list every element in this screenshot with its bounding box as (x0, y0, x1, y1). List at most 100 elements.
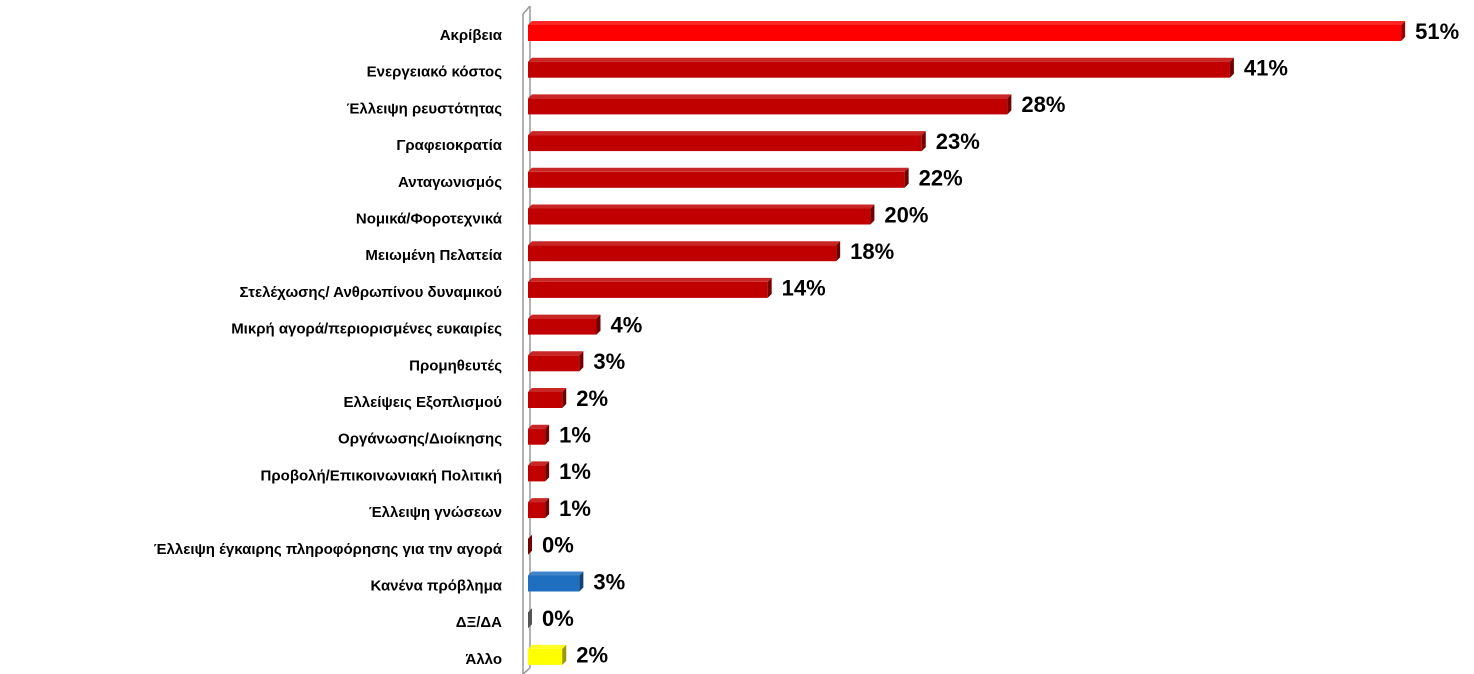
bar-side (545, 461, 550, 482)
bar-side (1007, 94, 1012, 115)
value-label: 14% (782, 276, 826, 301)
category-label: Στελέχωσης/ Ανθρωπίνου δυναμικού (240, 284, 503, 301)
bar (528, 498, 550, 519)
bar-top (528, 131, 926, 136)
bar-top (528, 314, 601, 319)
value-label: 3% (593, 349, 625, 374)
bar (528, 571, 584, 592)
category-label: Ακρίβεια (440, 27, 503, 44)
bar (528, 644, 567, 665)
value-label: 3% (593, 569, 625, 594)
category-label: Έλλειψη γνώσεων (369, 504, 502, 521)
value-label: 18% (850, 239, 894, 264)
bar-front (528, 465, 546, 482)
bar-top (528, 21, 1406, 25)
bar-top (528, 351, 584, 356)
bar-front (528, 171, 905, 188)
bar-side (767, 277, 772, 298)
bar-top (528, 461, 550, 466)
value-label: 1% (559, 459, 591, 484)
bar (528, 241, 841, 262)
value-label: 20% (884, 202, 928, 227)
bar-side (870, 204, 875, 225)
bar-front (528, 25, 1402, 41)
bar-top (528, 167, 909, 172)
bar-top (528, 241, 841, 246)
bar-side (562, 644, 567, 665)
bar-side (579, 571, 584, 592)
bar-side (562, 388, 567, 408)
value-label: 2% (576, 643, 608, 668)
category-label: Έλλειψη ρευστότητας (347, 100, 503, 117)
category-label: Οργάνωσης/Διοίκησης (338, 431, 502, 448)
value-label: 28% (1021, 92, 1065, 117)
bar-top (528, 388, 567, 392)
bar-top (528, 277, 772, 282)
bar-side (545, 498, 550, 519)
value-label: 41% (1244, 56, 1288, 81)
bar-side (528, 534, 532, 555)
value-label: 23% (936, 129, 980, 154)
value-label: 51% (1415, 19, 1459, 44)
bar-side (1401, 21, 1406, 41)
bar-top (528, 644, 567, 649)
value-label: 4% (610, 312, 642, 337)
value-label: 0% (542, 533, 574, 558)
category-label: Νομικά/Φοροτεχνικά (356, 210, 503, 227)
category-label: Ελλείψεις Εξοπλισμού (343, 394, 502, 411)
category-label: Μειωμένη Πελατεία (365, 247, 502, 264)
bar-front (528, 208, 871, 225)
value-label: 1% (559, 496, 591, 521)
axis-line (522, 5, 531, 15)
bar (528, 534, 532, 555)
category-label: Έλλειψη έγκαιρης πληροφόρησης για την αγ… (154, 541, 503, 558)
bar (528, 131, 926, 152)
value-label: 0% (542, 606, 574, 631)
bar-side (596, 314, 601, 335)
bar-front (528, 355, 580, 372)
bar-front (528, 428, 546, 445)
category-label: ΔΞ/ΔΑ (456, 614, 502, 631)
category-label: Ενεργειακό κόστος (367, 64, 503, 81)
value-label: 22% (919, 166, 963, 191)
bar-front (528, 318, 597, 335)
bar-side (904, 167, 909, 188)
bar (528, 351, 584, 372)
bar-top (528, 94, 1012, 99)
bar-side (528, 608, 532, 629)
category-label: Ανταγωνισμός (398, 174, 502, 191)
bar-top (528, 424, 550, 429)
category-label: Γραφειοκρατία (396, 137, 502, 154)
bar (528, 388, 567, 408)
bar (528, 167, 909, 188)
bar-side (836, 241, 841, 262)
bar-side (921, 131, 926, 152)
category-label: Άλλο (466, 651, 503, 668)
bar-side (579, 351, 584, 372)
bar-front (528, 98, 1008, 115)
bar (528, 461, 550, 482)
bar-front (528, 575, 580, 592)
bar (528, 277, 772, 298)
axis-line (522, 667, 531, 674)
bar-side (545, 424, 550, 445)
bar (528, 608, 532, 629)
bar (528, 204, 875, 225)
bar-side (1229, 57, 1234, 78)
bar-top (528, 571, 584, 576)
bar-top (528, 57, 1234, 62)
bar-front (528, 648, 563, 665)
bar (528, 21, 1406, 41)
category-label: Μικρή αγορά/περιορισμένες ευκαιρίες (231, 321, 502, 338)
bar (528, 57, 1234, 78)
bar-front (528, 245, 837, 262)
bar-front (528, 502, 546, 519)
category-label: Κανένα πρόβλημα (370, 577, 502, 594)
value-label: 2% (576, 386, 608, 411)
value-label: 1% (559, 423, 591, 448)
bar (528, 424, 550, 445)
category-label: Προβολή/Επικοινωνιακή Πολιτική (261, 467, 502, 484)
bar (528, 314, 601, 335)
bar-top (528, 498, 550, 503)
